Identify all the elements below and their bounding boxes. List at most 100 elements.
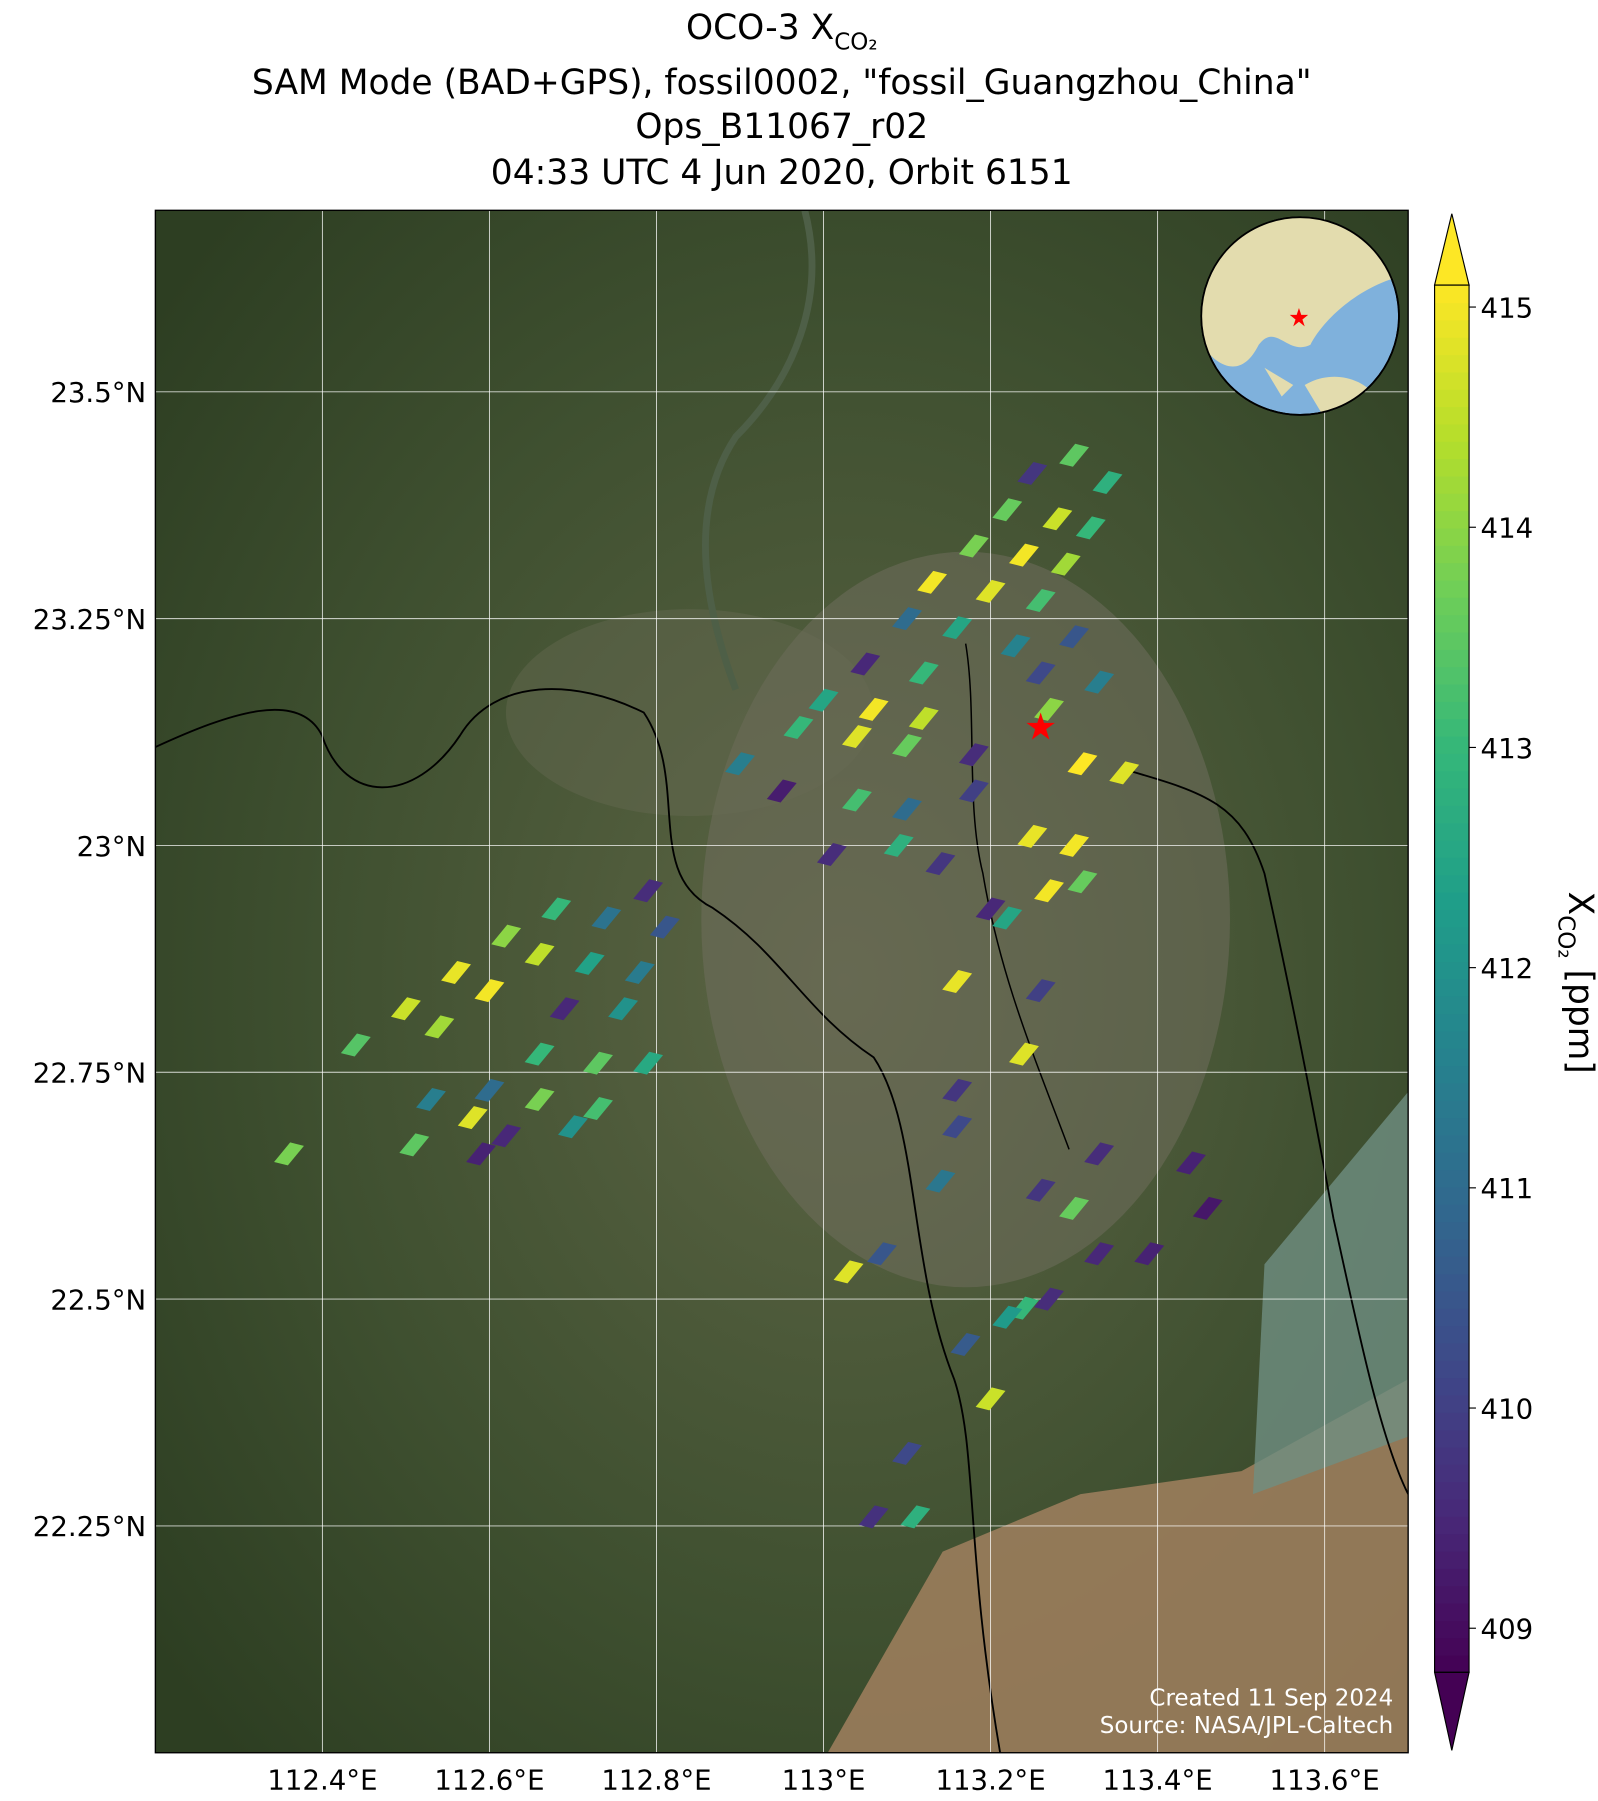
sounding <box>340 1033 371 1057</box>
colorbar-segment <box>1434 1134 1470 1153</box>
sounding <box>917 570 948 594</box>
sounding <box>850 652 881 676</box>
sounding <box>942 616 973 640</box>
colorbar-segment <box>1434 319 1470 338</box>
river <box>702 210 816 691</box>
colorbar-segment <box>1434 631 1470 650</box>
x-tick-label: 112.8°E <box>601 1764 711 1797</box>
sounding <box>1176 1151 1206 1175</box>
sounding <box>608 997 639 1021</box>
sounding <box>441 960 471 984</box>
sounding <box>1000 634 1031 658</box>
sounding <box>858 1505 889 1529</box>
sounding <box>975 1387 1006 1411</box>
sounding <box>992 906 1023 930</box>
colorbar-extend-min <box>1433 1671 1470 1751</box>
x-tick-label: 113.2°E <box>935 1764 1045 1797</box>
coastline <box>1126 769 1409 1495</box>
sounding <box>583 1097 613 1121</box>
credit: Source: NASA/JPL-Caltech <box>1100 1713 1393 1739</box>
globe-land <box>1264 367 1294 397</box>
sounding <box>975 579 1006 603</box>
sounding <box>1075 516 1106 540</box>
target-marker <box>1026 712 1055 740</box>
colorbar-label-subscript: CO₂ <box>1553 915 1579 958</box>
urban-area <box>701 551 1230 1288</box>
sounding <box>1009 543 1039 567</box>
sounding <box>942 1078 973 1102</box>
sounding <box>950 1332 981 1356</box>
x-tick-label: 113.6°E <box>1270 1764 1380 1797</box>
colorbar-segment <box>1434 1464 1470 1483</box>
sounding <box>883 833 914 857</box>
sounding <box>841 725 872 749</box>
colorbar-segment <box>1434 493 1470 512</box>
sounding <box>942 970 973 994</box>
colorbar-segment <box>1434 1429 1470 1448</box>
sounding <box>942 1115 973 1139</box>
colorbar-segment <box>1434 1273 1470 1292</box>
colorbar-segment <box>1434 475 1470 494</box>
colorbar-segment <box>1434 1065 1470 1084</box>
sounding <box>1042 507 1073 531</box>
sounding <box>1092 471 1123 495</box>
x-tick-label: 112.6°E <box>434 1764 544 1797</box>
colorbar-segment <box>1434 1394 1470 1413</box>
colorbar-segment <box>1434 1082 1470 1101</box>
map-frame <box>154 209 1409 1754</box>
title-prefix: OCO-3 X <box>686 8 834 48</box>
sounding <box>399 1133 430 1157</box>
colorbar-segment <box>1434 1152 1470 1171</box>
colorbar-segment <box>1434 1048 1470 1067</box>
sounding <box>633 1051 664 1075</box>
sounding <box>633 879 664 903</box>
colorbar-tick-label: 415 <box>1481 291 1534 324</box>
colorbar-label: XCO₂ [ppm] <box>1553 892 1598 1074</box>
sounding <box>892 607 922 631</box>
colorbar-segment <box>1434 285 1470 304</box>
colorbar-segment <box>1434 770 1470 789</box>
colorbar-segment <box>1434 1117 1470 1136</box>
colorbar-segment <box>1434 1602 1470 1621</box>
colorbar-segment <box>1434 735 1470 754</box>
colorbar-segment <box>1434 649 1470 668</box>
colorbar-segment <box>1434 1013 1470 1032</box>
sounding <box>908 706 939 730</box>
sounding <box>1025 979 1056 1003</box>
colorbar-segment <box>1434 1325 1470 1344</box>
title-line: 04:33 UTC 4 Jun 2020, Orbit 6151 <box>491 153 1073 193</box>
sounding <box>1050 552 1081 576</box>
sounding <box>1034 1287 1064 1311</box>
colorbar-segment <box>1434 389 1470 408</box>
colorbar-tick-label: 412 <box>1481 952 1534 985</box>
colorbar-tick-label: 413 <box>1481 732 1534 765</box>
colorbar-segment <box>1434 857 1470 876</box>
sounding <box>474 979 505 1003</box>
sounding <box>1009 1042 1039 1066</box>
globe-target <box>1289 308 1309 327</box>
colorbar-segment <box>1434 1360 1470 1379</box>
colorbar-segment <box>1434 1238 1470 1257</box>
globe-outline <box>1200 216 1400 416</box>
colorbar-segment <box>1434 839 1470 858</box>
y-tick-label: 23°N <box>77 830 147 863</box>
colorbar-segment <box>1434 1637 1470 1656</box>
sounding <box>474 1078 505 1102</box>
colorbar-segment <box>1434 1550 1470 1569</box>
colorbar-extend-max <box>1433 213 1470 286</box>
y-tick-label: 22.5°N <box>50 1283 146 1316</box>
sounding <box>591 906 622 930</box>
sounding <box>1034 879 1064 903</box>
sounding <box>892 797 922 821</box>
sounding <box>783 715 814 739</box>
colorbar-segment <box>1434 1498 1470 1517</box>
colorbar-segment <box>1434 1290 1470 1309</box>
basemap <box>155 210 1409 1753</box>
colorbar-segment <box>1434 337 1470 356</box>
sounding <box>958 534 989 558</box>
colorbar-segment <box>1434 1568 1470 1587</box>
sounding <box>1067 752 1098 776</box>
x-tick-label: 112.4°E <box>267 1764 377 1797</box>
sounding <box>1034 697 1064 721</box>
sounding <box>1025 588 1056 612</box>
